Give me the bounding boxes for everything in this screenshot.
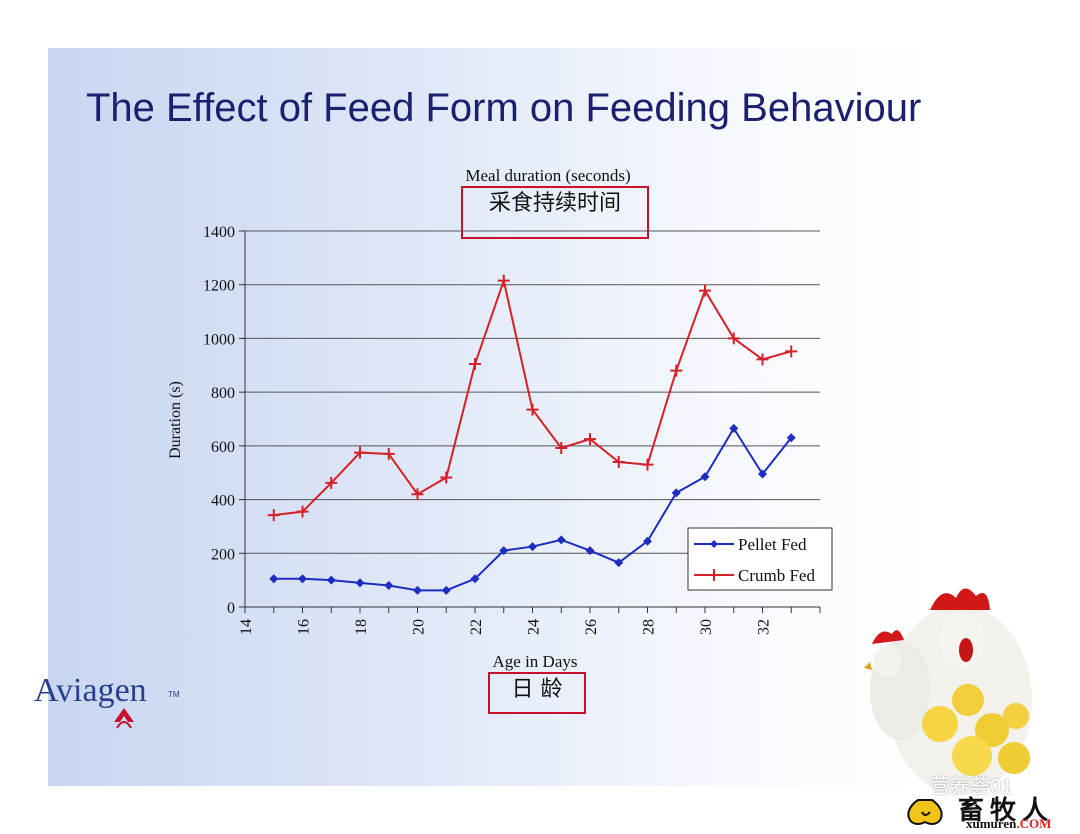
point-series1-3 xyxy=(354,446,366,459)
y-tick-label-1400: 1400 xyxy=(203,224,235,241)
point-series0-0 xyxy=(269,574,279,584)
point-series1-17 xyxy=(756,353,769,366)
point-series1-6 xyxy=(440,471,453,484)
watermark-account: 营养荟01 xyxy=(930,776,1013,798)
x-axis-label: Age in Days xyxy=(493,652,578,671)
brand-trademark: TM xyxy=(168,690,180,699)
y-tick-label-1200: 1200 xyxy=(203,278,235,295)
point-series0-6 xyxy=(441,585,451,595)
point-series0-18 xyxy=(786,433,796,443)
x-tick-label-14: 14 xyxy=(238,619,255,635)
point-series1-16 xyxy=(727,332,740,345)
y-tick-label-600: 600 xyxy=(211,439,235,456)
y-tick-label-400: 400 xyxy=(211,493,235,510)
point-series1-2 xyxy=(325,476,338,489)
series-line-1 xyxy=(273,277,792,517)
x-tick-label-32: 32 xyxy=(756,619,773,635)
watermark-domain-main: xumuren xyxy=(966,816,1017,831)
legend: Pellet Fed Crumb Fed xyxy=(687,527,833,591)
x-tick-label-16: 16 xyxy=(296,619,313,635)
y-axis-label: Duration (s) xyxy=(167,381,184,459)
point-series1-15 xyxy=(699,284,711,297)
point-series0-10 xyxy=(556,535,566,545)
chart-title-cn: 采食持续时间 xyxy=(489,191,621,216)
legend-crumb-marker xyxy=(708,569,720,581)
x-tick-label-22: 22 xyxy=(468,619,485,635)
x-tick-label-18: 18 xyxy=(353,619,370,635)
point-series0-9 xyxy=(528,542,537,552)
point-series0-3 xyxy=(355,578,365,588)
point-series0-16 xyxy=(729,423,739,433)
point-series1-11 xyxy=(584,433,596,446)
point-series0-4 xyxy=(384,581,394,591)
point-series1-1 xyxy=(296,505,309,518)
x-tick-label-26: 26 xyxy=(583,619,600,635)
point-series0-7 xyxy=(470,574,480,584)
point-series1-7 xyxy=(469,357,481,370)
chart-title-annotation-box xyxy=(461,186,649,239)
point-series1-12 xyxy=(612,455,625,468)
watermark-site-name: 畜牧人 xyxy=(958,796,1055,825)
point-series0-11 xyxy=(585,546,595,556)
x-tick-label-24: 24 xyxy=(526,619,543,635)
point-series0-8 xyxy=(499,546,509,556)
x-tick-label-30: 30 xyxy=(698,619,715,635)
point-series0-5 xyxy=(413,585,422,595)
point-series1-4 xyxy=(382,447,395,460)
point-series1-5 xyxy=(411,488,424,501)
chart-title: Meal duration (seconds) xyxy=(465,166,630,185)
watermark-domain: xumuren.COM xyxy=(966,816,1051,832)
legend-box xyxy=(687,527,833,591)
chicken-image xyxy=(864,588,1032,795)
slide-title: The Effect of Feed Form on Feeding Behav… xyxy=(86,86,922,130)
point-series1-13 xyxy=(641,458,654,471)
legend-pellet-marker xyxy=(710,540,718,548)
x-tick-label-20: 20 xyxy=(411,619,428,635)
legend-pellet-label: Pellet Fed xyxy=(738,535,807,554)
point-series1-8 xyxy=(497,274,510,287)
series-1 xyxy=(267,274,798,522)
point-series0-13 xyxy=(643,536,652,546)
point-series0-2 xyxy=(326,575,336,585)
point-series0-14 xyxy=(671,488,681,498)
y-tick-label-1000: 1000 xyxy=(203,331,235,348)
x-tick-label-28: 28 xyxy=(641,619,658,635)
point-series1-9 xyxy=(526,403,539,416)
point-series1-14 xyxy=(670,364,683,377)
aviagen-logo-mark xyxy=(114,708,134,729)
point-series0-17 xyxy=(758,469,767,479)
watermark-domain-tld: .COM xyxy=(1016,816,1052,831)
point-series0-12 xyxy=(614,558,624,568)
legend-crumb-label: Crumb Fed xyxy=(738,566,815,585)
point-series0-1 xyxy=(298,574,307,584)
series-0 xyxy=(269,423,796,595)
y-tick-label-200: 200 xyxy=(211,546,235,563)
watermark-emblem xyxy=(905,779,943,825)
slide-background: The Effect of Feed Form on Feeding Behav… xyxy=(48,48,1080,786)
y-tick-label-0: 0 xyxy=(227,600,235,617)
point-series0-15 xyxy=(700,472,710,482)
brand-logo-text: Aviagen xyxy=(34,672,147,709)
y-tick-label-800: 800 xyxy=(211,385,235,402)
point-series1-18 xyxy=(785,345,798,358)
point-series1-10 xyxy=(555,442,568,455)
x-label-annotation-box xyxy=(488,672,586,714)
x-label-cn: 日 龄 xyxy=(512,677,563,702)
point-series1-0 xyxy=(267,509,280,522)
